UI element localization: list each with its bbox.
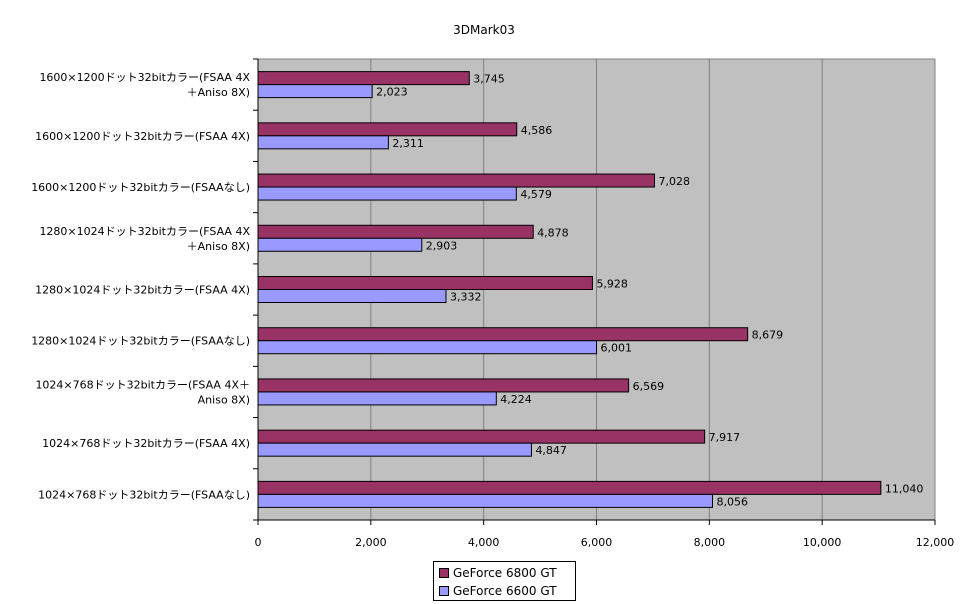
bar-6600gt [257, 135, 389, 150]
x-tick-label: 8,000 [694, 536, 726, 549]
value-label-6600gt: 4,579 [520, 188, 552, 201]
x-tick-label: 10,000 [803, 536, 842, 549]
value-label-6800gt: 4,878 [537, 226, 569, 239]
value-label-6600gt: 6,001 [601, 342, 633, 355]
bar-6600gt [257, 237, 423, 252]
bar-6600gt [257, 186, 517, 201]
bar-6600gt [257, 340, 598, 355]
category-label: ＋Aniso 8X) [187, 240, 250, 253]
bar-6600gt [257, 442, 532, 457]
value-label-6800gt: 8,679 [752, 329, 784, 342]
x-tick-label: 12,000 [916, 536, 955, 549]
x-tick-label: 2,000 [355, 536, 387, 549]
legend-swatch-6800gt [439, 568, 449, 578]
value-label-6600gt: 3,332 [450, 291, 482, 304]
value-label-6600gt: 8,056 [716, 495, 748, 508]
value-label-6800gt: 5,928 [596, 278, 628, 291]
bar-6600gt [257, 391, 497, 406]
category-label: 1024×768ドット32bitカラー(FSAAなし) [38, 488, 250, 501]
value-label-6600gt: 4,224 [500, 393, 531, 406]
category-label: 1280×1024ドット32bitカラー(FSAA 4X) [35, 284, 250, 297]
category-label: 1600×1200ドット32bitカラー(FSAAなし) [31, 181, 250, 194]
x-tick-label: 6,000 [581, 536, 613, 549]
value-label-6800gt: 6,569 [633, 380, 665, 393]
bar-6600gt [257, 289, 447, 303]
legend-item-6600gt: GeForce 6600 GT [439, 582, 575, 600]
bar-6800gt [257, 71, 470, 86]
chart-title: 3DMark03 [453, 23, 515, 37]
legend-label-6600gt: GeForce 6600 GT [453, 584, 557, 598]
bar-6800gt [257, 173, 655, 188]
category-label: 1280×1024ドット32bitカラー(FSAA 4X [39, 225, 250, 238]
bar-6800gt [257, 480, 882, 495]
value-label-6600gt: 2,311 [392, 137, 424, 150]
value-label-6600gt: 4,847 [535, 444, 567, 457]
category-label: 1280×1024ドット32bitカラー(FSAAなし) [31, 335, 250, 348]
value-label-6800gt: 4,586 [521, 124, 553, 137]
category-label: 1600×1200ドット32bitカラー(FSAA 4X [39, 71, 250, 84]
bar-6800gt [257, 327, 749, 342]
legend-label-6800gt: GeForce 6800 GT [453, 566, 557, 580]
legend-item-6800gt: GeForce 6800 GT [439, 564, 575, 582]
bar-6800gt [257, 224, 534, 239]
bar-6600gt [257, 84, 373, 99]
category-label: 1024×768ドット32bitカラー(FSAA 4X＋ [35, 378, 250, 391]
x-tick-label: 4,000 [468, 536, 500, 549]
category-label: 1024×768ドット32bitカラー(FSAA 4X) [42, 437, 250, 450]
chart-legend: GeForce 6800 GT GeForce 6600 GT [433, 561, 576, 601]
bar-6600gt [257, 493, 713, 508]
value-label-6800gt: 7,028 [658, 175, 690, 188]
value-label-6800gt: 7,917 [709, 431, 741, 444]
bar-6800gt [257, 429, 706, 444]
category-label: Aniso 8X) [198, 393, 250, 406]
value-label-6800gt: 11,040 [885, 482, 924, 495]
x-tick-label: 0 [255, 536, 262, 549]
value-label-6600gt: 2,023 [376, 86, 408, 99]
value-label-6800gt: 3,745 [473, 73, 505, 86]
category-label: 1600×1200ドット32bitカラー(FSAA 4X) [35, 130, 250, 143]
value-label-6600gt: 2,903 [426, 239, 458, 252]
bar-6800gt [257, 276, 593, 290]
legend-swatch-6600gt [439, 586, 449, 596]
category-label: ＋Aniso 8X) [187, 86, 250, 99]
bar-6800gt [257, 122, 518, 137]
bar-6800gt [257, 378, 630, 393]
